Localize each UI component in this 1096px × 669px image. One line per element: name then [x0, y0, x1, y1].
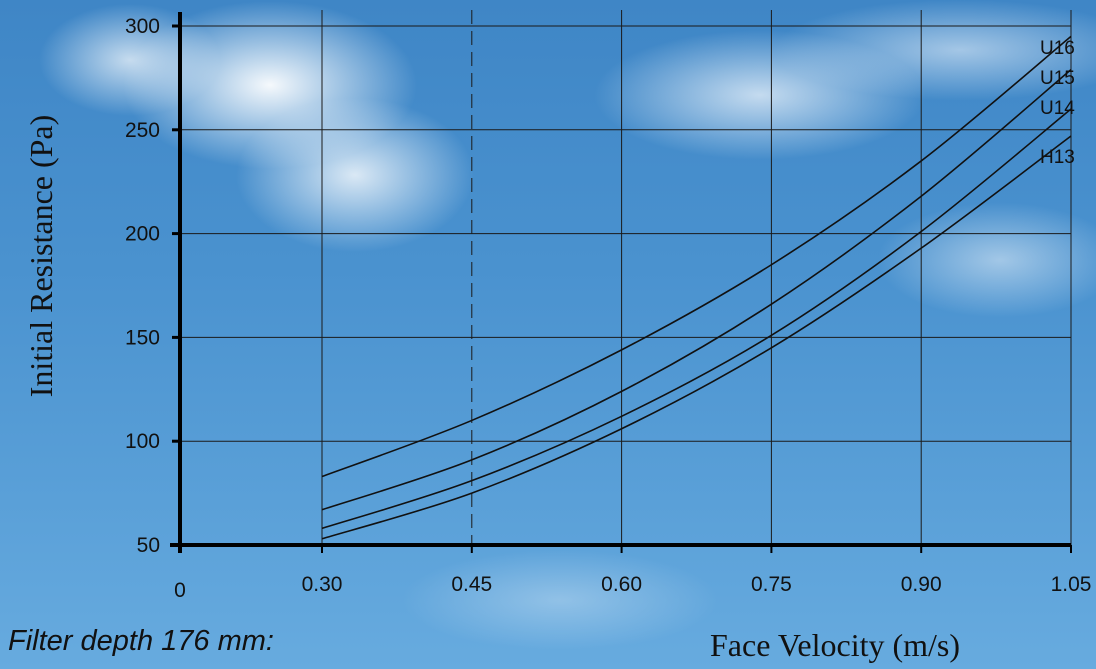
series-label-u14: U14 — [1040, 98, 1075, 119]
x-tick-label: 1.05 — [1051, 573, 1092, 596]
y-tick-label: 250 — [125, 119, 160, 142]
y-tick-label: 150 — [125, 326, 160, 349]
grid-lines — [180, 10, 1072, 545]
series-line-u16 — [321, 35, 1072, 478]
y-tick-label: 200 — [125, 223, 160, 246]
series-label-u15: U15 — [1040, 68, 1075, 89]
y-tick-label: 100 — [125, 430, 160, 453]
series-label-h13: H13 — [1040, 147, 1075, 168]
y-tick-label: 50 — [137, 534, 160, 557]
y-tick-label: 300 — [125, 15, 160, 38]
series-line-u14 — [321, 108, 1072, 530]
series-line-u15 — [321, 68, 1072, 511]
x-tick-label: 0.60 — [601, 573, 642, 596]
x-tick-label: 0.90 — [901, 573, 942, 596]
series-labels: U16 U15 U14 H13 — [1040, 38, 1075, 168]
series-label-u16: U16 — [1040, 38, 1075, 59]
x-origin-label: 0 — [174, 579, 186, 602]
x-axis-title: Face Velocity (m/s) — [710, 627, 960, 663]
x-tick-label: 0.30 — [302, 573, 343, 596]
series-line-h13 — [321, 135, 1072, 540]
x-tick-label: 0.45 — [451, 573, 492, 596]
filter-depth-note: Filter depth 176 mm: — [8, 625, 274, 657]
chart-axes — [170, 12, 1072, 553]
series-lines — [321, 35, 1072, 540]
tick-labels: 50 100 150 200 250 300 0 0.30 0.45 0.60 0.75 0.90 1.… — [125, 15, 1091, 602]
y-axis-title: Initial Resistance (Pa) — [23, 115, 59, 398]
x-tick-label: 0.75 — [751, 573, 792, 596]
